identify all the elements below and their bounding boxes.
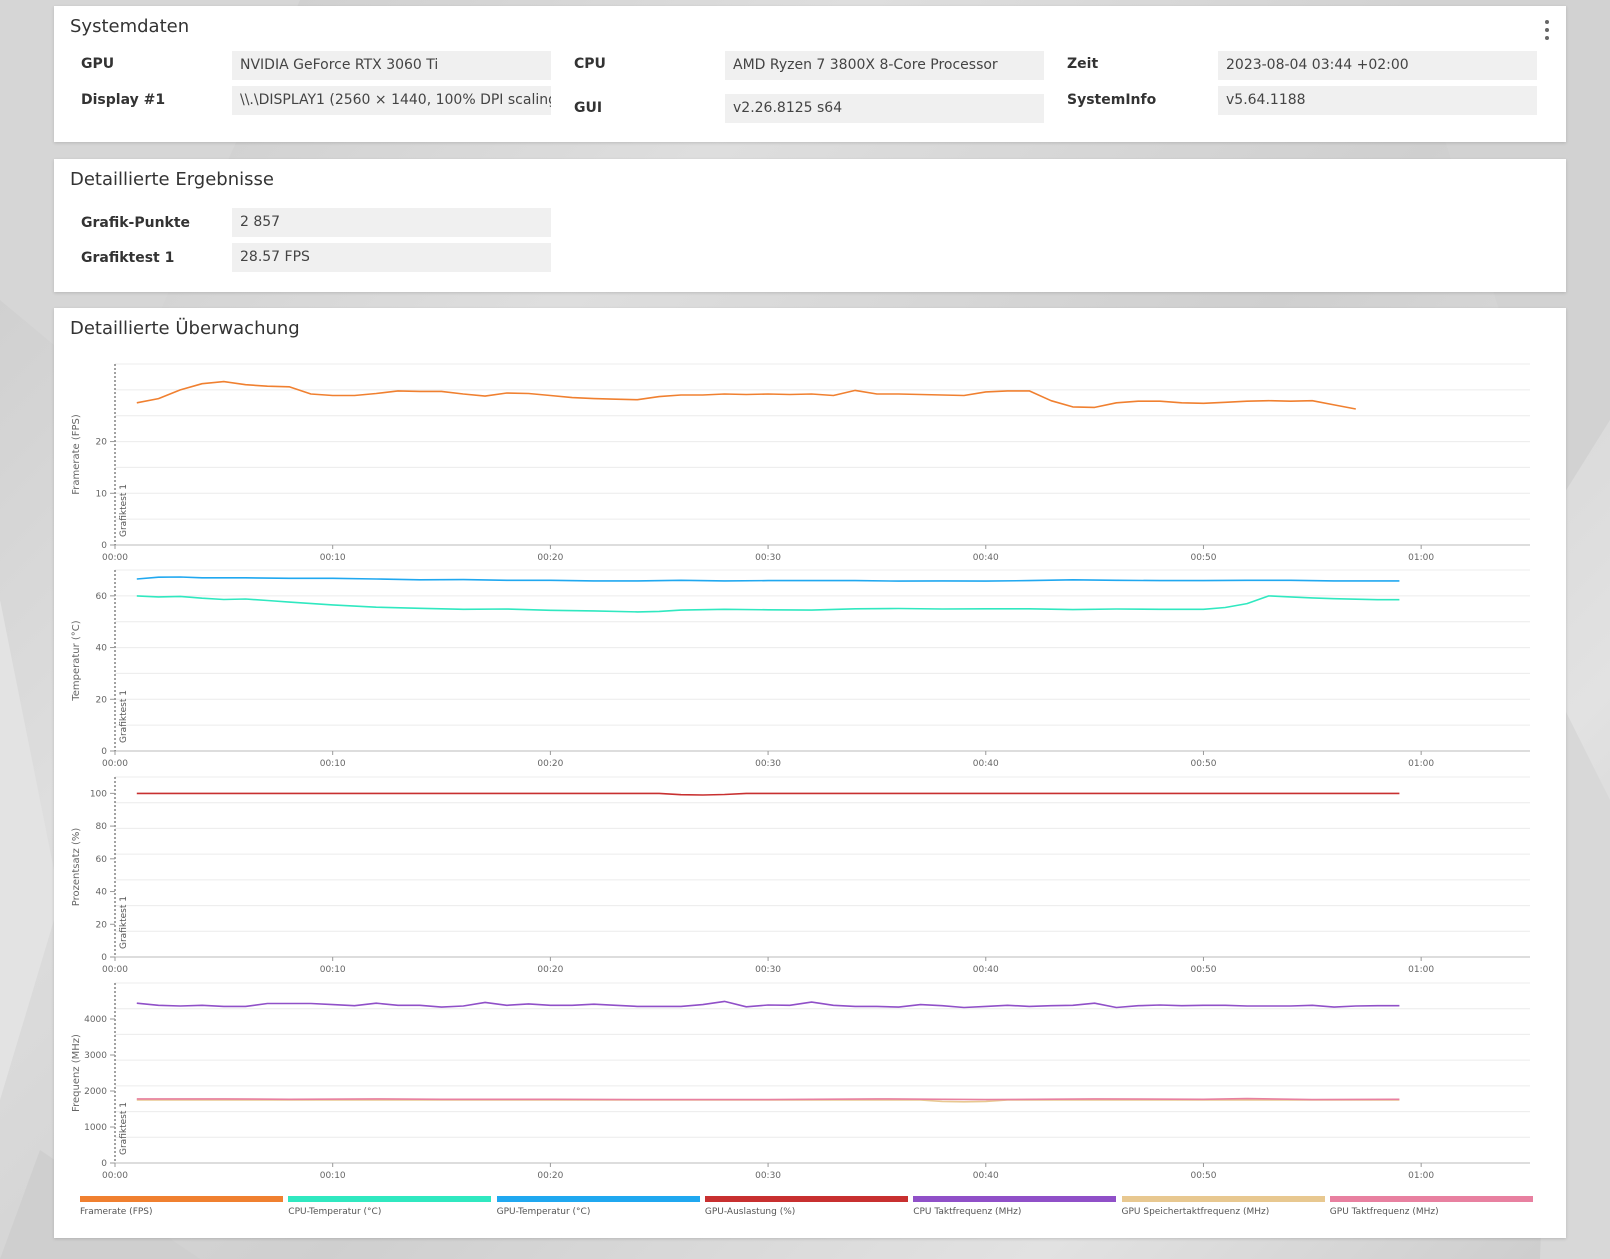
gpu-value: NVIDIA GeForce RTX 3060 Ti [232, 51, 551, 80]
detailed-results-title: Detaillierte Ergebnisse [70, 169, 274, 190]
legend-label: CPU-Temperatur (°C) [288, 1207, 382, 1217]
legend-item[interactable]: GPU-Auslastung (%) [704, 1196, 908, 1217]
display-value: \\.\DISPLAY1 (2560 × 1440, 100% DPI scal… [232, 86, 551, 115]
systeminfo-value: v5.64.1188 [1218, 86, 1537, 115]
legend-color-swatch [496, 1196, 700, 1202]
cpu-value: AMD Ryzen 7 3800X 8-Core Processor [725, 51, 1044, 80]
legend-color-swatch [704, 1196, 908, 1202]
legend-label: CPU Taktfrequenz (MHz) [913, 1207, 1022, 1217]
time-value: 2023-08-04 03:44 +02:00 [1218, 51, 1537, 80]
gpu-label: GPU [81, 56, 115, 72]
display-label: Display #1 [81, 92, 166, 108]
legend-item[interactable]: Framerate (FPS) [80, 1196, 283, 1217]
legend-item[interactable]: GPU Taktfrequenz (MHz) [1329, 1196, 1533, 1217]
detailed-monitoring-title: Detaillierte Überwachung [70, 318, 300, 339]
gui-value: v2.26.8125 s64 [725, 94, 1044, 123]
legend-item[interactable]: CPU Taktfrequenz (MHz) [913, 1196, 1117, 1217]
legend-item[interactable]: GPU-Temperatur (°C) [496, 1196, 700, 1217]
cpu-label: CPU [574, 56, 606, 72]
more-options-icon[interactable] [1542, 20, 1552, 40]
graphics-score-label: Grafik-Punkte [81, 215, 191, 231]
graphics-test-1-value: 28.57 FPS [232, 243, 551, 272]
detailed-results-card: Detaillierte Ergebnisse Grafik-Punkte 2 … [54, 159, 1566, 292]
legend-label: Framerate (FPS) [80, 1207, 153, 1217]
legend-label: GPU-Auslastung (%) [704, 1207, 796, 1217]
detailed-monitoring-card: Detaillierte Überwachung [54, 308, 1566, 1238]
legend-label: GPU Taktfrequenz (MHz) [1329, 1207, 1439, 1217]
graphics-test-1-label: Grafiktest 1 [81, 250, 175, 266]
legend-item[interactable]: CPU-Temperatur (°C) [288, 1196, 492, 1217]
legend-color-swatch [80, 1196, 283, 1202]
graphics-score-value: 2 857 [232, 208, 551, 237]
legend-color-swatch [1329, 1196, 1533, 1202]
legend-label: GPU-Temperatur (°C) [496, 1207, 591, 1217]
system-data-card: Systemdaten GPU NVIDIA GeForce RTX 3060 … [54, 6, 1566, 142]
legend-item[interactable]: GPU Speichertaktfrequenz (MHz) [1121, 1196, 1325, 1217]
legend-color-swatch [1121, 1196, 1325, 1202]
legend-label: GPU Speichertaktfrequenz (MHz) [1121, 1207, 1270, 1217]
systeminfo-label: SystemInfo [1067, 92, 1157, 108]
legend-color-swatch [913, 1196, 1117, 1202]
time-label: Zeit [1067, 56, 1099, 72]
system-data-title: Systemdaten [70, 16, 190, 37]
gui-label: GUI [574, 100, 603, 116]
legend-color-swatch [288, 1196, 492, 1202]
